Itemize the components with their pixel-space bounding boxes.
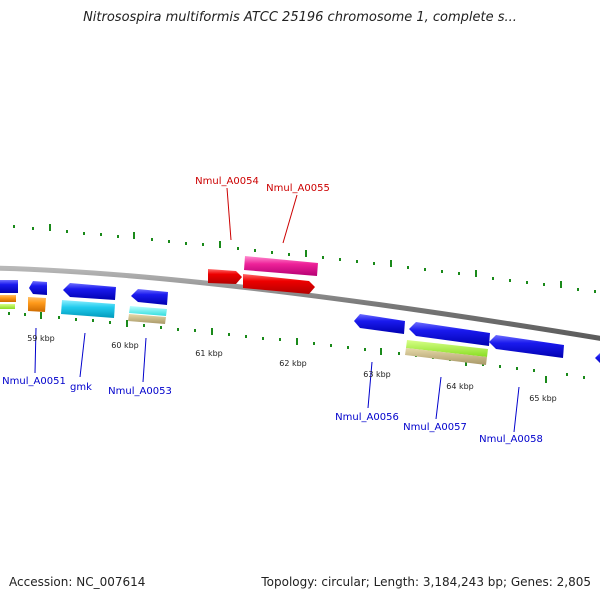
gene-label[interactable]: Nmul_A0056 — [335, 412, 399, 423]
gene-label[interactable]: Nmul_A0057 — [403, 422, 467, 433]
gene-label[interactable]: Nmul_A0053 — [108, 386, 172, 397]
gene-label[interactable]: Nmul_A0058 — [479, 434, 543, 445]
gene-label[interactable]: Nmul_A0055 — [266, 183, 330, 194]
accession-label: Accession: NC_007614 — [9, 575, 146, 589]
scale-label: 62 kbp — [279, 359, 307, 368]
forward-strand-genes — [208, 256, 318, 294]
gene-label[interactable]: Nmul_A0051 — [2, 376, 66, 387]
scale-label: 61 kbp — [195, 349, 223, 358]
gene-right-edge[interactable] — [595, 352, 600, 366]
genome-summary: Topology: circular; Length: 3,184,243 bp… — [261, 575, 591, 589]
map-title: Nitrosospira multiformis ATCC 25196 chro… — [83, 10, 517, 25]
scale-labels: 59 kbp 60 kbp 61 kbp 62 kbp 63 kbp 64 kb… — [27, 334, 557, 403]
gene-left-edge-orange[interactable] — [0, 295, 16, 302]
scale-label: 65 kbp — [529, 394, 557, 403]
gene-Nmul_A0055-product[interactable] — [244, 256, 318, 276]
gene-label[interactable]: Nmul_A0054 — [195, 176, 259, 187]
gene-left-edge-green[interactable] — [0, 304, 15, 309]
scale-label: 59 kbp — [27, 334, 55, 343]
gene-Nmul_A0057[interactable] — [409, 322, 490, 346]
gene-Nmul_A0051-product[interactable] — [28, 297, 46, 312]
gene-Nmul_A0054[interactable] — [208, 269, 242, 284]
gene-Nmul_A0053-product-a[interactable] — [129, 306, 167, 316]
label-leader-lines — [34, 187, 520, 433]
gene-gmk[interactable] — [63, 283, 116, 300]
gene-Nmul_A0057-product-a[interactable] — [406, 340, 488, 357]
scale-label: 63 kbp — [363, 370, 391, 379]
gene-Nmul_A0051[interactable] — [29, 281, 47, 295]
scale-label: 64 kbp — [446, 382, 474, 391]
gene-label[interactable]: gmk — [70, 382, 92, 393]
gene-left-edge[interactable] — [0, 280, 18, 293]
gene-Nmul_A0058[interactable] — [489, 335, 564, 358]
gene-gmk-product[interactable] — [61, 300, 115, 318]
outer-tick-track — [13, 224, 596, 293]
gene-Nmul_A0057-product-b[interactable] — [405, 348, 487, 365]
reverse-strand-genes — [0, 280, 600, 366]
gene-Nmul_A0053-product-b[interactable] — [128, 314, 166, 324]
gene-Nmul_A0053[interactable] — [131, 289, 168, 305]
gene-Nmul_A0056[interactable] — [354, 314, 405, 334]
gene-labels: Nmul_A0051 gmk Nmul_A0053 Nmul_A0054 Nmu… — [2, 176, 543, 445]
scale-label: 60 kbp — [111, 341, 139, 350]
gene-Nmul_A0055[interactable] — [243, 274, 315, 294]
